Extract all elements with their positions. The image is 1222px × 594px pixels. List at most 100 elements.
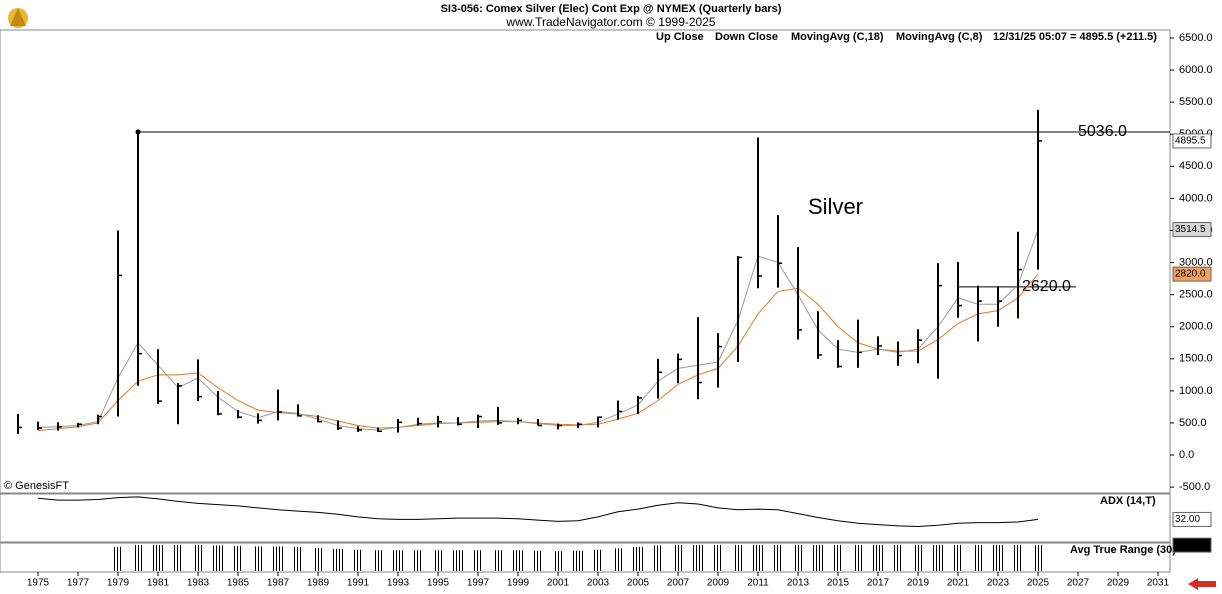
indicator-bar xyxy=(1033,545,1043,571)
indicator-bar xyxy=(733,544,743,571)
x-tick-label: 1989 xyxy=(307,578,330,589)
price-box-label: 3514.5 xyxy=(1175,224,1206,235)
annotation: Silver xyxy=(808,194,863,219)
indicator-box xyxy=(1172,511,1212,527)
indicator-bar xyxy=(853,544,863,571)
indicator-bar xyxy=(913,544,923,571)
x-tick-label: 2017 xyxy=(867,578,890,589)
indicator-bar xyxy=(873,544,883,571)
indicator-bar xyxy=(633,546,643,571)
level-label: 5036.0 xyxy=(1078,123,1127,140)
indicator-bar xyxy=(213,545,223,571)
y-tick-label: 6000.0 xyxy=(1179,64,1213,76)
logo xyxy=(8,8,28,28)
x-tick-label: 2029 xyxy=(1107,578,1130,589)
indicator-bar xyxy=(293,546,303,571)
indicator-bar xyxy=(553,551,563,571)
level-label: 2620.0 xyxy=(1022,278,1071,295)
indicator-box xyxy=(1172,537,1212,553)
indicator-bar xyxy=(573,550,583,571)
indicator-bar xyxy=(393,550,403,571)
indicator-bar xyxy=(613,548,623,571)
indicator-name: ADX (14,T) xyxy=(1100,495,1156,507)
x-tick-label: 2021 xyxy=(947,578,970,589)
x-tick-label: 1987 xyxy=(267,578,290,589)
indicator-bar xyxy=(273,546,283,571)
y-tick-label: -500.0 xyxy=(1179,481,1210,493)
x-tick-label: 2009 xyxy=(707,578,730,589)
indicator-bar xyxy=(673,544,683,571)
indicator-bar xyxy=(833,544,843,571)
x-tick-label: 1997 xyxy=(467,578,490,589)
indicator-bar xyxy=(453,550,463,571)
indicator-bar xyxy=(313,547,323,571)
price-box xyxy=(1172,222,1212,238)
x-tick-label: 2031 xyxy=(1147,578,1170,589)
x-tick-label: 2007 xyxy=(667,578,690,589)
x-tick-label: 2013 xyxy=(787,578,810,589)
x-tick-label: 2023 xyxy=(987,578,1010,589)
x-tick-label: 2027 xyxy=(1067,578,1090,589)
indicator-bar xyxy=(893,544,903,571)
x-tick-label: 1999 xyxy=(507,578,530,589)
indicator-bar xyxy=(773,544,783,571)
y-tick-label: 4000.0 xyxy=(1179,192,1213,204)
y-tick-label: 3000.0 xyxy=(1179,256,1213,268)
indicator-bar xyxy=(593,549,603,571)
scroll-arrow[interactable] xyxy=(1188,578,1216,590)
indicator-name: Avg True Range (30) xyxy=(1070,544,1176,556)
x-tick-label: 1981 xyxy=(147,578,170,589)
indicator-bar xyxy=(473,550,483,571)
indicator-bar xyxy=(433,550,443,571)
indicator-bar xyxy=(133,544,143,571)
indicator-bar xyxy=(513,550,523,571)
indicator-bar xyxy=(753,544,763,571)
x-tick-label: 1975 xyxy=(27,578,50,589)
indicator-bar xyxy=(533,550,543,571)
price-panel xyxy=(0,29,1171,494)
atr-panel xyxy=(0,542,1171,573)
legend-ma: MovingAvg (C,8) xyxy=(896,31,983,43)
x-tick-label: 2001 xyxy=(547,578,570,589)
x-tick-label: 2019 xyxy=(907,578,930,589)
indicator-bar xyxy=(1013,544,1023,571)
indicator-bar xyxy=(233,545,243,571)
y-tick-label: 5500.0 xyxy=(1179,96,1213,108)
indicator-bar xyxy=(953,544,963,571)
x-tick-label: 2011 xyxy=(747,578,769,589)
y-tick-label: 2000.0 xyxy=(1179,321,1213,333)
indicator-bar xyxy=(173,544,183,571)
indicator-bar xyxy=(193,544,203,571)
credit: © GenesisFT xyxy=(4,480,69,492)
x-tick-label: 1983 xyxy=(187,578,210,589)
indicator-bar xyxy=(353,549,363,571)
x-tick-label: 2025 xyxy=(1027,578,1050,589)
x-tick-label: 1977 xyxy=(67,578,90,589)
indicator-bar xyxy=(493,550,503,571)
x-tick-label: 1991 xyxy=(347,578,370,589)
y-tick-label: 4500.0 xyxy=(1179,160,1213,172)
indicator-bar xyxy=(973,544,983,571)
y-tick-label: 1000.0 xyxy=(1179,385,1213,397)
legend-up: Up Close xyxy=(656,31,704,43)
indicator-bar xyxy=(413,550,423,571)
indicator-line xyxy=(37,496,1039,528)
indicator-box-label: 32.00 xyxy=(1175,514,1200,525)
indicator-bar xyxy=(693,544,703,571)
price-box xyxy=(1172,266,1212,282)
y-tick-label: 1500.0 xyxy=(1179,353,1213,365)
indicator-bar xyxy=(653,545,663,571)
x-tick-label: 1993 xyxy=(387,578,410,589)
indicator-bar xyxy=(113,546,123,571)
y-tick-label: 0.0 xyxy=(1179,449,1194,461)
last-quote: 12/31/25 05:07 = 4895.5 (+211.5) xyxy=(993,31,1157,43)
indicator-box-label: 537.03 xyxy=(1175,540,1206,551)
indicator-bar xyxy=(713,544,723,571)
price-box-label: 2820.0 xyxy=(1175,269,1206,280)
adx-panel xyxy=(0,493,1171,543)
x-tick-label: 1979 xyxy=(107,578,130,589)
indicator-bar xyxy=(333,548,343,571)
price-box xyxy=(1172,133,1212,149)
